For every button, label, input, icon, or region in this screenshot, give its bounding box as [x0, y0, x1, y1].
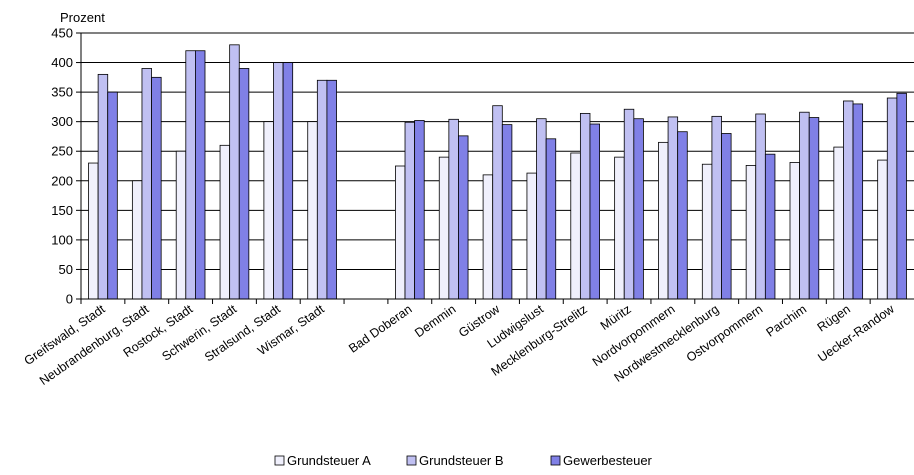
- y-axis-label: Prozent: [60, 10, 105, 25]
- y-tick-label: 150: [51, 203, 73, 218]
- bar: [667, 116, 679, 300]
- bar: [721, 133, 732, 300]
- x-tick-label: Bad Doberan: [346, 302, 414, 356]
- bar: [238, 68, 250, 300]
- x-tick-label: Uecker-Randow: [815, 301, 897, 364]
- y-tick-label: 350: [51, 85, 73, 100]
- bar: [395, 165, 406, 300]
- bar: [886, 97, 898, 300]
- bar: [789, 162, 800, 300]
- bar: [536, 118, 547, 300]
- bar: [273, 62, 284, 300]
- bar: [677, 131, 688, 300]
- bar: [229, 44, 240, 300]
- bar: [282, 62, 294, 300]
- x-tick-label: Müritz: [598, 302, 634, 333]
- bar: [799, 111, 810, 300]
- bar: [414, 120, 425, 300]
- bar: [482, 174, 494, 300]
- bar: [195, 50, 206, 300]
- bar: [633, 118, 644, 300]
- bar: [658, 141, 669, 300]
- legend-label: Grundsteuer B: [419, 453, 504, 468]
- x-tick-label: Parchim: [764, 302, 810, 340]
- legend-swatch: [406, 455, 417, 466]
- legend-label: Gewerbesteuer: [563, 453, 653, 468]
- bar: [570, 152, 581, 300]
- bar: [501, 124, 513, 300]
- bar: [141, 68, 152, 300]
- y-tick-label: 200: [51, 173, 73, 188]
- y-tick-label: 50: [59, 262, 73, 277]
- bar: [745, 165, 757, 300]
- bar: [326, 79, 337, 300]
- bar: [711, 115, 722, 300]
- bar: [526, 172, 537, 300]
- legend-swatch: [274, 455, 285, 466]
- bar: [97, 73, 109, 300]
- y-tick-labels: 0 50 100 150 200 250 300 350 400 450: [51, 26, 73, 307]
- bar: [316, 79, 328, 300]
- bar: [151, 76, 162, 300]
- x-tick-label: Rügen: [815, 302, 853, 335]
- bar: [107, 91, 118, 300]
- bar: [623, 108, 635, 300]
- x-tick-label: Demmin: [412, 302, 458, 340]
- legend-label: Grundsteuer A: [287, 453, 371, 468]
- y-tick-label: 250: [51, 144, 73, 159]
- bar: [833, 146, 844, 300]
- bar: [438, 156, 450, 300]
- bar: [175, 150, 187, 300]
- legend: Grundsteuer A Grundsteuer B Gewerbesteuer: [274, 453, 653, 468]
- bar: [263, 121, 274, 300]
- bar: [579, 112, 591, 300]
- y-tick-label: 300: [51, 114, 73, 129]
- y-tick-label: 450: [51, 26, 73, 41]
- bar: [852, 103, 864, 300]
- bar: [808, 117, 820, 300]
- legend-swatch: [550, 455, 561, 466]
- bar: [404, 121, 416, 300]
- bar: [545, 138, 557, 300]
- y-tick-label: 400: [51, 55, 73, 70]
- bar: [755, 113, 766, 300]
- bar: [185, 50, 196, 300]
- bar: [843, 100, 854, 300]
- bar: [307, 121, 318, 300]
- bar: [764, 153, 776, 300]
- bar: [458, 135, 469, 300]
- x-tick-label: Stralsund, Stadt: [202, 302, 283, 365]
- bar: [131, 180, 143, 300]
- bar: [589, 123, 600, 300]
- axes: [76, 32, 914, 304]
- y-tick-label: 0: [66, 292, 73, 307]
- y-tick-label: 100: [51, 232, 73, 247]
- bars: [88, 44, 907, 300]
- bar: [877, 159, 888, 300]
- bar: [219, 144, 231, 300]
- bar: [896, 92, 907, 300]
- bar: [88, 162, 99, 300]
- bar: [701, 163, 713, 300]
- x-tick-label: Ostvorpommern: [684, 302, 765, 365]
- bar: [614, 156, 625, 300]
- bar: [448, 118, 459, 300]
- bar: [492, 105, 503, 300]
- x-tick-label: Schwerin, Stadt: [159, 302, 239, 364]
